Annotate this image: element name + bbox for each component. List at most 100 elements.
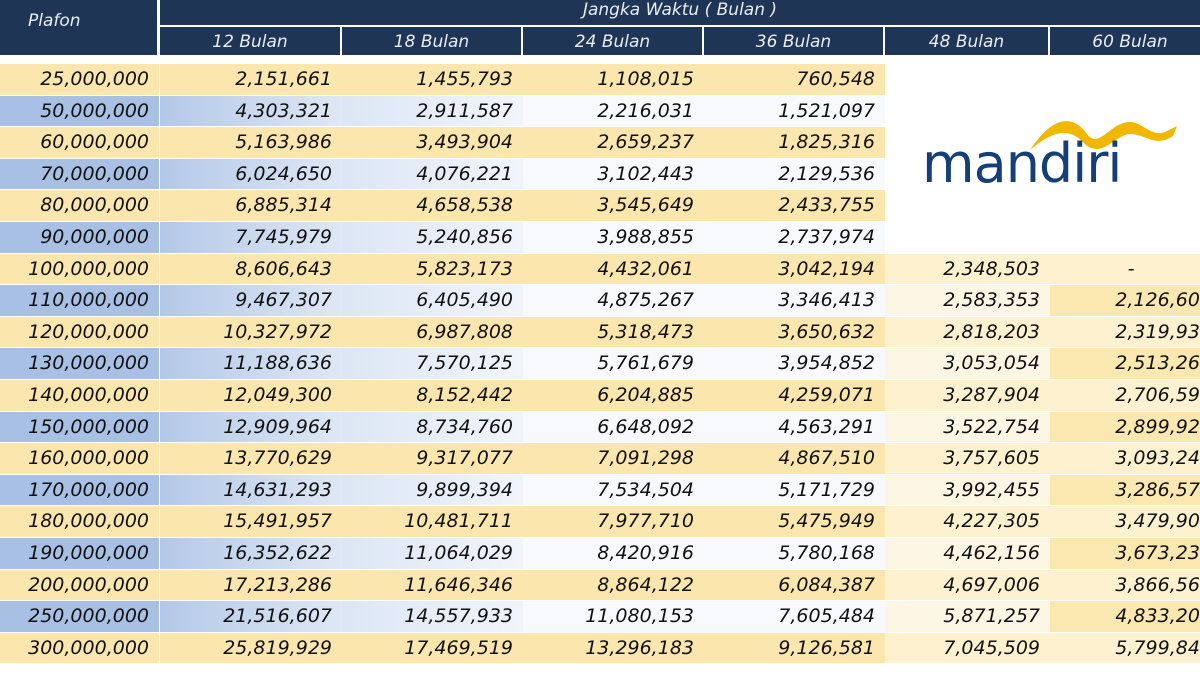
cell: 11,080,153 [523, 601, 704, 632]
cell: 1,108,015 [523, 64, 704, 95]
cell: 14,557,933 [342, 601, 523, 632]
cell: 3,650,632 [704, 316, 885, 348]
cell: 2,216,031 [523, 95, 704, 127]
cell: 7,570,125 [342, 348, 523, 379]
cell: 7,045,509 [885, 632, 1050, 664]
cell: 4,658,538 [342, 190, 523, 221]
header-group: Jangka Waktu ( Bulan ) [160, 0, 1200, 25]
cell: 5,475,949 [704, 506, 885, 537]
cell: 15,491,957 [160, 506, 342, 537]
cell: 4,563,291 [704, 411, 885, 443]
cell: 3,673,232 [1050, 538, 1200, 569]
cell: 4,076,221 [342, 158, 523, 190]
cell: 25,819,929 [160, 632, 342, 664]
cell: 4,259,071 [704, 380, 885, 411]
cell: 5,240,856 [342, 222, 523, 253]
row-plafon: 90,000,000 [0, 222, 159, 253]
cell: 5,823,173 [342, 253, 523, 285]
cell: 13,770,629 [160, 443, 342, 474]
cell: 5,171,729 [704, 474, 885, 506]
cell: 4,303,321 [160, 95, 342, 127]
cell: 2,583,353 [885, 285, 1050, 316]
cell: 8,734,760 [342, 411, 523, 443]
cell: 9,899,394 [342, 474, 523, 506]
cell: 11,646,346 [342, 569, 523, 601]
row-plafon: 130,000,000 [0, 348, 159, 379]
cell: 6,405,490 [342, 285, 523, 316]
row-plafon: 70,000,000 [0, 158, 159, 190]
cell: 3,093,248 [1050, 443, 1200, 474]
cell: 1,521,097 [704, 95, 885, 127]
cell: 3,992,455 [885, 474, 1050, 506]
cell: 2,348,503 [885, 253, 1050, 285]
cell: 8,152,442 [342, 380, 523, 411]
cell: 10,481,711 [342, 506, 523, 537]
header-plafon: Plafon [0, 0, 157, 55]
cell: 3,988,855 [523, 222, 704, 253]
cell: 3,954,852 [704, 348, 885, 379]
cell: 7,605,484 [704, 601, 885, 632]
cell: 11,064,029 [342, 538, 523, 569]
row-plafon: 120,000,000 [0, 316, 159, 348]
cell: 4,875,267 [523, 285, 704, 316]
cell: 4,432,061 [523, 253, 704, 285]
cell: 5,799,840 [1050, 632, 1200, 664]
row-plafon: 60,000,000 [0, 127, 159, 158]
cell: 3,102,443 [523, 158, 704, 190]
cell: 3,545,649 [523, 190, 704, 221]
header-column: 18 Bulan [342, 27, 521, 55]
logo-wave [1030, 121, 1177, 150]
cell: 7,534,504 [523, 474, 704, 506]
cell: 3,866,560 [1050, 569, 1200, 601]
cell: 2,818,203 [885, 316, 1050, 348]
cell: 4,697,006 [885, 569, 1050, 601]
cell: 7,745,979 [160, 222, 342, 253]
cell: 9,126,581 [704, 632, 885, 664]
row-plafon: 190,000,000 [0, 538, 159, 569]
cell: 3,522,754 [885, 411, 1050, 443]
row-plafon: 100,000,000 [0, 253, 159, 285]
cell: 8,606,643 [160, 253, 342, 285]
cell: 7,977,710 [523, 506, 704, 537]
cell: 2,513,264 [1050, 348, 1200, 379]
cell: 9,467,307 [160, 285, 342, 316]
cell: 2,899,920 [1050, 411, 1200, 443]
cell: 2,129,536 [704, 158, 885, 190]
cell: 2,737,974 [704, 222, 885, 253]
cell: 6,024,650 [160, 158, 342, 190]
row-plafon: 140,000,000 [0, 380, 159, 411]
row-plafon: 250,000,000 [0, 601, 159, 632]
header-column: 12 Bulan [160, 27, 340, 55]
cell: 4,833,200 [1050, 601, 1200, 632]
cell: 17,469,519 [342, 632, 523, 664]
header-column: 60 Bulan [1050, 27, 1200, 55]
cell: 14,631,293 [160, 474, 342, 506]
cell: 1,825,316 [704, 127, 885, 158]
cell: 3,479,904 [1050, 506, 1200, 537]
header-column: 48 Bulan [885, 27, 1048, 55]
cell: 3,053,054 [885, 348, 1050, 379]
logo-text: mandiri [922, 132, 1122, 195]
cell: 21,516,607 [160, 601, 342, 632]
row-plafon: 25,000,000 [0, 64, 159, 95]
cell: 2,433,755 [704, 190, 885, 221]
cell: 3,286,576 [1050, 474, 1200, 506]
cell: 4,227,305 [885, 506, 1050, 537]
cell: 6,204,885 [523, 380, 704, 411]
cell: 6,084,387 [704, 569, 885, 601]
cell: 3,493,904 [342, 127, 523, 158]
cell: 12,909,964 [160, 411, 342, 443]
cell: 11,188,636 [160, 348, 342, 379]
cell: 6,885,314 [160, 190, 342, 221]
cell: 760,548 [704, 64, 885, 95]
cell: 6,987,808 [342, 316, 523, 348]
cell: 16,352,622 [160, 538, 342, 569]
row-plafon: 170,000,000 [0, 474, 159, 506]
row-plafon: 300,000,000 [0, 632, 159, 664]
cell: 5,761,679 [523, 348, 704, 379]
cell: 2,911,587 [342, 95, 523, 127]
row-plafon: 160,000,000 [0, 443, 159, 474]
cell: 5,871,257 [885, 601, 1050, 632]
row-plafon: 180,000,000 [0, 506, 159, 537]
